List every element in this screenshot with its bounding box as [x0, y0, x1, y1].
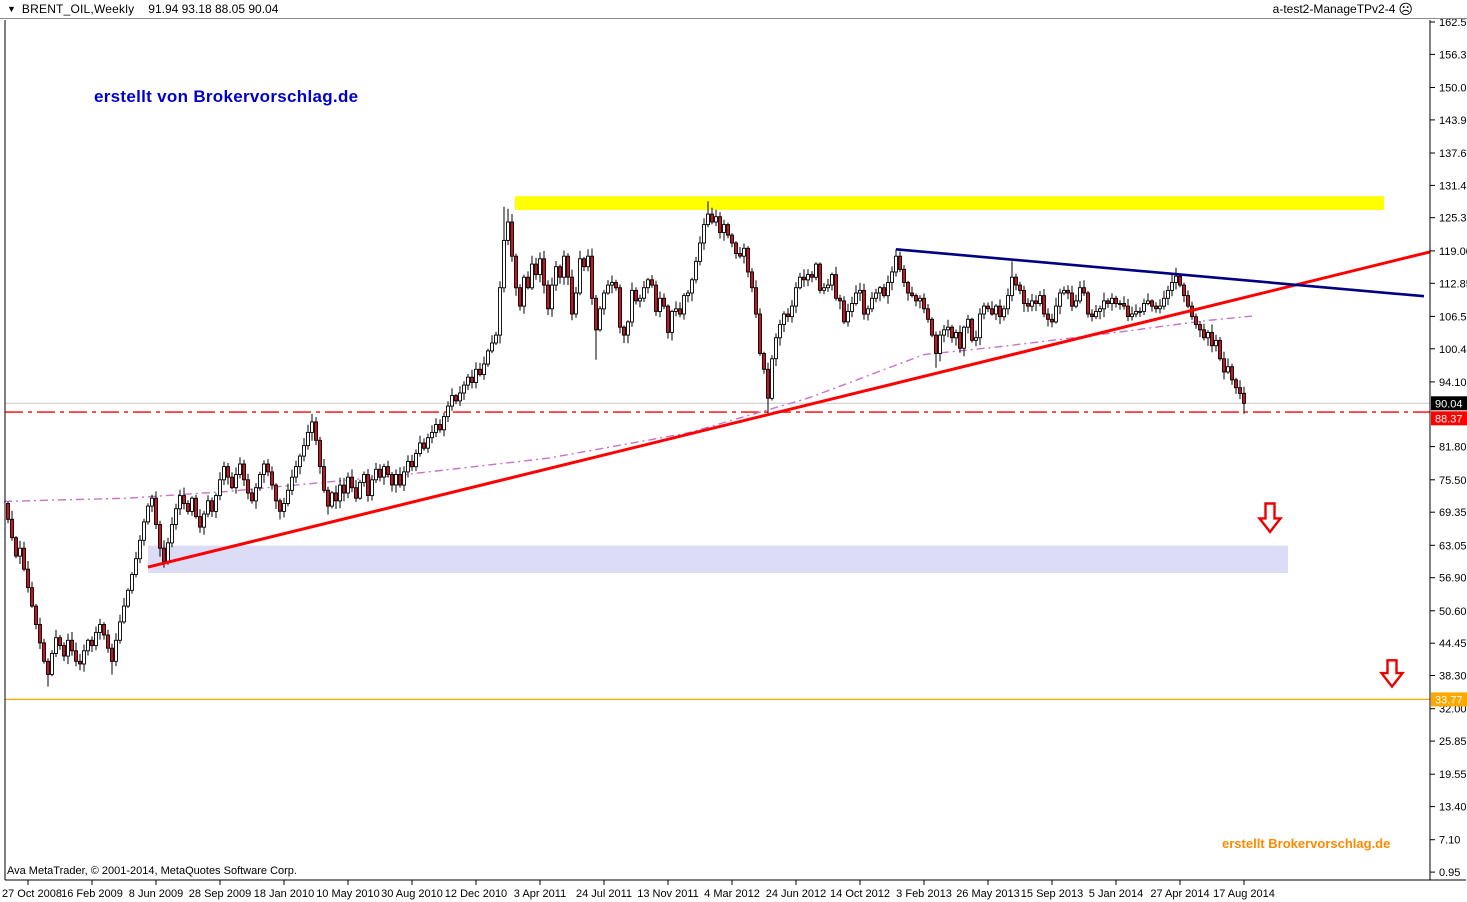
- svg-text:88.37: 88.37: [1435, 413, 1463, 425]
- sad-face-icon: ☹: [1398, 1, 1413, 17]
- svg-text:19.55: 19.55: [1439, 769, 1467, 781]
- svg-text:10 May 2010: 10 May 2010: [316, 888, 380, 900]
- svg-text:100.40: 100.40: [1439, 344, 1467, 356]
- svg-text:7.10: 7.10: [1439, 835, 1460, 847]
- svg-text:28 Sep 2009: 28 Sep 2009: [189, 888, 251, 900]
- svg-text:4 Mar 2012: 4 Mar 2012: [704, 888, 760, 900]
- svg-text:94.10: 94.10: [1439, 377, 1467, 389]
- svg-text:18 Jan 2010: 18 Jan 2010: [254, 888, 315, 900]
- yellow-resistance-zone: [515, 196, 1384, 210]
- price-axis: 162.50 156.35 150.05 143.90 137.60 131.45 125.…: [1430, 17, 1467, 879]
- svg-text:119.00: 119.00: [1439, 246, 1467, 258]
- candles: [6, 201, 1246, 687]
- svg-text:112.85: 112.85: [1439, 278, 1467, 290]
- svg-text:131.45: 131.45: [1439, 180, 1467, 192]
- title-bar-right: a-test2-ManageTPv2-4 ☹: [1273, 2, 1413, 16]
- svg-text:33.77: 33.77: [1435, 694, 1463, 706]
- svg-text:81.80: 81.80: [1439, 442, 1467, 454]
- svg-text:75.50: 75.50: [1439, 475, 1467, 487]
- symbol-period-label: BRENT_OIL,Weekly: [21, 2, 135, 16]
- svg-text:5 Jan 2014: 5 Jan 2014: [1089, 888, 1143, 900]
- ohlc-readout: 91.94 93.18 88.05 90.04: [148, 2, 279, 16]
- svg-text:63.05: 63.05: [1439, 540, 1467, 552]
- watermark-brokervorschlag-bottom: erstellt Brokervorschlag.de: [1222, 836, 1391, 851]
- svg-text:17 Aug 2014: 17 Aug 2014: [1213, 888, 1275, 900]
- price-tag-current: 90.04: [1431, 396, 1467, 411]
- support-zone: [148, 545, 1288, 573]
- svg-text:24 Jun 2012: 24 Jun 2012: [766, 888, 827, 900]
- svg-text:8 Jun 2009: 8 Jun 2009: [129, 888, 183, 900]
- svg-text:38.30: 38.30: [1439, 671, 1467, 683]
- svg-text:16 Feb 2009: 16 Feb 2009: [61, 888, 123, 900]
- svg-text:125.30: 125.30: [1439, 213, 1467, 225]
- svg-text:14 Oct 2012: 14 Oct 2012: [830, 888, 890, 900]
- svg-text:162.50: 162.50: [1439, 17, 1467, 29]
- moving-average-line: [3, 315, 1253, 503]
- svg-text:56.90: 56.90: [1439, 573, 1467, 585]
- svg-text:27 Oct 2008: 27 Oct 2008: [2, 888, 62, 900]
- symbol-dropdown-icon[interactable]: ▼: [7, 3, 16, 14]
- svg-text:26 May 2013: 26 May 2013: [956, 888, 1020, 900]
- chart-title-bar: ▼ BRENT_OIL,Weekly 91.94 93.18 88.05 90.…: [0, 0, 1467, 19]
- svg-text:150.05: 150.05: [1439, 83, 1467, 95]
- svg-text:137.60: 137.60: [1439, 148, 1467, 160]
- svg-text:156.35: 156.35: [1439, 49, 1467, 61]
- svg-text:32.00: 32.00: [1439, 704, 1467, 716]
- svg-text:30 Aug 2010: 30 Aug 2010: [381, 888, 443, 900]
- svg-text:15 Sep 2013: 15 Sep 2013: [1021, 888, 1083, 900]
- svg-text:12 Dec 2010: 12 Dec 2010: [445, 888, 507, 900]
- time-axis: 27 Oct 2008 16 Feb 2009 8 Jun 2009 28 Sep 2…: [2, 880, 1275, 900]
- platform-copyright: Ava MetaTrader, © 2001-2014, MetaQuotes …: [7, 865, 297, 877]
- ea-name-label: a-test2-ManageTPv2-4: [1272, 2, 1396, 16]
- svg-text:44.45: 44.45: [1439, 638, 1467, 650]
- svg-text:90.04: 90.04: [1435, 398, 1463, 410]
- price-tag-alert: 88.37: [1431, 411, 1467, 426]
- svg-text:50.60: 50.60: [1439, 606, 1467, 618]
- svg-text:3 Feb 2013: 3 Feb 2013: [896, 888, 952, 900]
- red-trendline: [147, 250, 1431, 569]
- blue-trendline: [895, 248, 1425, 298]
- down-arrow-annotation-1: [1257, 502, 1283, 534]
- svg-text:27 Apr 2014: 27 Apr 2014: [1150, 888, 1209, 900]
- watermark-brokervorschlag: erstellt von Brokervorschlag.de: [94, 87, 359, 106]
- svg-text:3 Apr 2011: 3 Apr 2011: [514, 888, 566, 900]
- svg-text:143.90: 143.90: [1439, 115, 1467, 127]
- svg-text:24 Jul 2011: 24 Jul 2011: [576, 888, 632, 900]
- svg-text:106.55: 106.55: [1439, 311, 1467, 323]
- svg-text:0.95: 0.95: [1439, 867, 1460, 879]
- svg-text:13 Nov 2011: 13 Nov 2011: [637, 888, 699, 900]
- price-tag-orange: 33.77: [1431, 692, 1467, 707]
- down-arrow-annotation-2: [1379, 659, 1405, 689]
- svg-text:69.35: 69.35: [1439, 507, 1467, 519]
- svg-text:13.40: 13.40: [1439, 802, 1467, 814]
- svg-text:25.85: 25.85: [1439, 736, 1467, 748]
